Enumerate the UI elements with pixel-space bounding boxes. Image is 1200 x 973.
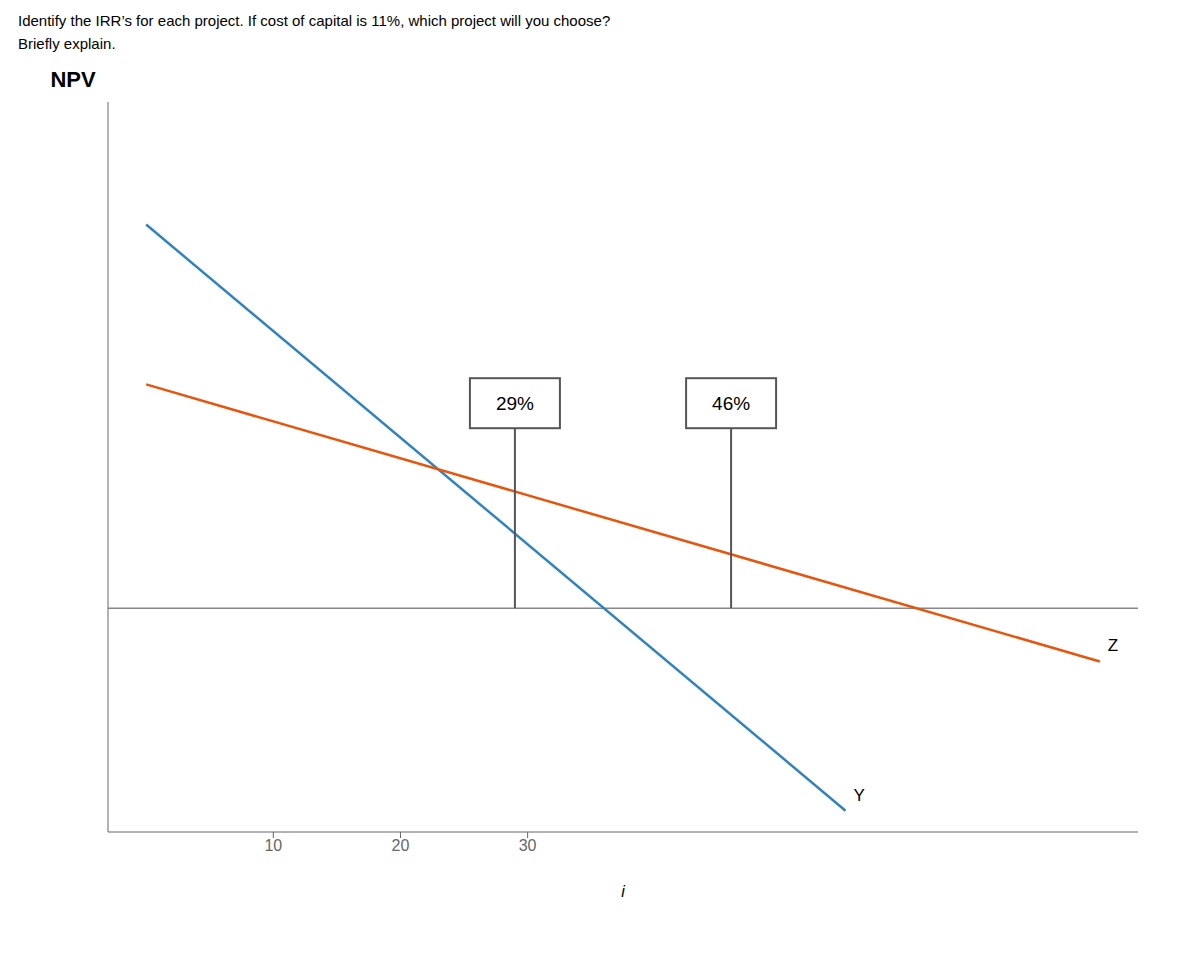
svg-text:NPV: NPV [50,67,96,92]
svg-text:Y: Y [854,786,865,805]
svg-text:20: 20 [392,837,410,854]
html-text:Identify the IRR’s for each pr: Identify the IRR’s for each project. If … [18,12,611,29]
svg-text:46%: 46% [712,393,750,414]
svg-text:29%: 29% [496,393,534,414]
svg-text:Z: Z [1108,636,1118,655]
svg-text:i: i [621,883,625,900]
html-text:Briefly explain.: Briefly explain. [18,35,116,52]
svg-text:10: 10 [264,837,282,854]
svg-text:30: 30 [519,837,537,854]
